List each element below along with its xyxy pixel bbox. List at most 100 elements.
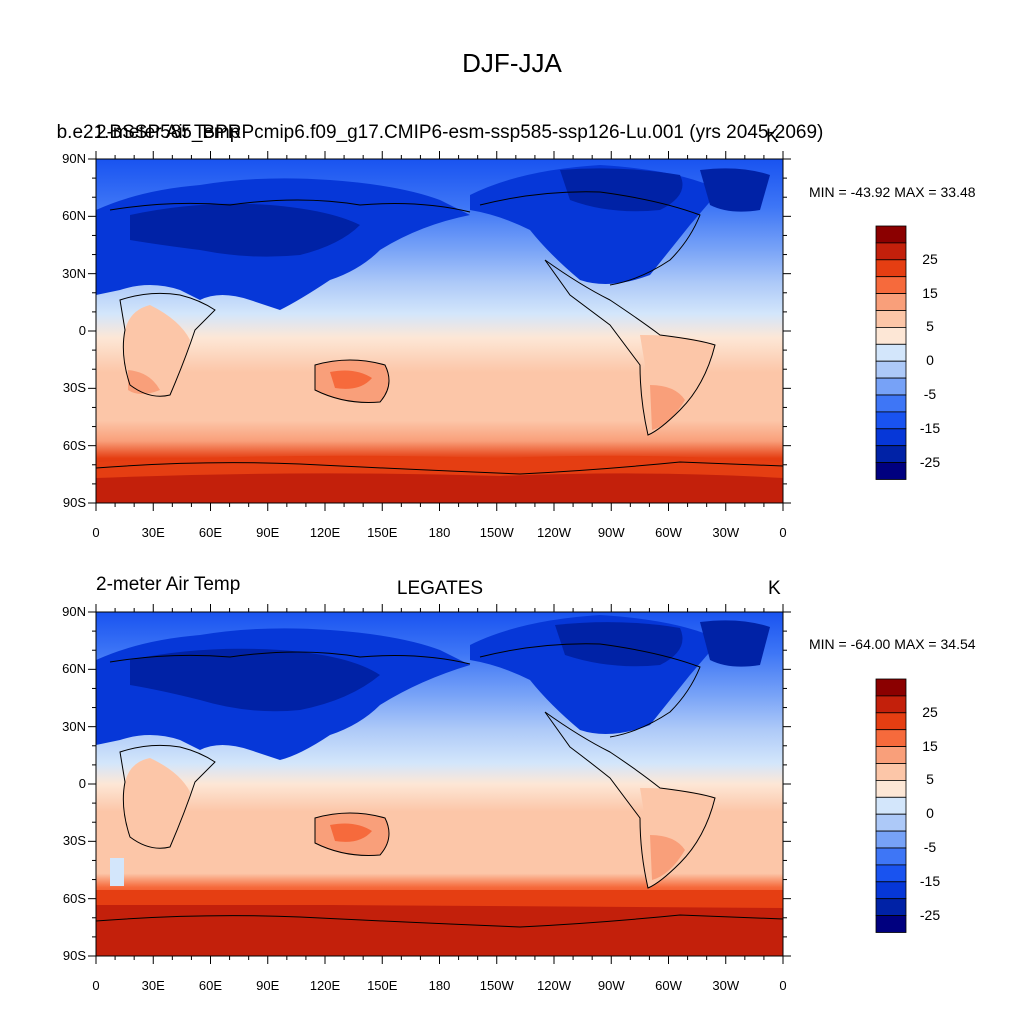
colorbar-swatch	[875, 326, 907, 345]
colorbar-label: -5	[923, 839, 937, 855]
map-bottom	[96, 612, 783, 956]
colorbar-swatch	[875, 293, 907, 311]
lon-tick-label: 0	[779, 525, 787, 540]
colorbar-label: -15	[919, 419, 941, 436]
colorbar-swatch	[875, 678, 907, 697]
lon-tick-label: 60E	[198, 525, 223, 540]
colorbar-label: -15	[919, 872, 941, 889]
lat-tick-label: 30N	[62, 265, 86, 281]
lat-tick-label: 30S	[62, 380, 86, 396]
bottom-minmax: MIN = -64.00 MAX = 34.54	[809, 636, 976, 652]
lat-tick-label: 60N	[62, 661, 86, 677]
colorbar-swatch	[875, 445, 907, 464]
lon-tick-label: 90E	[256, 525, 280, 540]
lon-tick-label: 60W	[655, 978, 682, 993]
lon-tick-label: 30E	[141, 525, 165, 540]
colorbar-swatch	[875, 746, 907, 764]
top-left-label: 2-meter Air Temp	[96, 122, 241, 143]
colorbar-swatch	[875, 695, 907, 714]
colorbar-swatch	[875, 780, 907, 798]
colorbar-swatch	[875, 898, 907, 917]
top-right-label: K	[766, 126, 779, 147]
colorbar-label: 5	[926, 771, 934, 788]
colorbar-label: 25	[922, 250, 938, 267]
lat-tick-label: 30N	[62, 718, 86, 734]
colorbar-label: 5	[926, 318, 934, 335]
lon-tick-label: 120E	[309, 525, 341, 540]
colorbar-bottom	[875, 678, 907, 933]
map-top	[96, 159, 783, 503]
colorbar-swatch	[875, 259, 907, 278]
colorbar-swatch	[875, 377, 907, 396]
colorbar-swatch	[875, 411, 907, 430]
colorbar-label: 0	[926, 352, 934, 369]
lat-tick-label: 90S	[62, 495, 86, 510]
lon-tick-label: 180	[428, 978, 451, 993]
lon-tick-label: 30W	[712, 978, 740, 993]
colorbar-swatch	[875, 712, 907, 731]
top-center-label: b.e21.BSSP585_BPRPcmip6.f09_g17.CMIP6-es…	[56, 122, 824, 143]
colorbar-swatch	[875, 360, 907, 379]
lon-tick-label: 120E	[309, 978, 341, 993]
main-title: DJF-JJA	[462, 48, 562, 78]
colorbar-label: -5	[923, 386, 937, 402]
colorbar-swatch	[875, 729, 907, 748]
lon-tick-label: 90E	[256, 978, 280, 993]
lon-tick-label: 30W	[712, 525, 740, 540]
lon-tick-label: 120W	[537, 978, 571, 993]
colorbar-swatch	[875, 225, 907, 244]
colorbar-label: -25	[919, 453, 941, 470]
lat-tick-label: 90S	[62, 948, 86, 963]
lon-tick-label: 150E	[367, 978, 398, 993]
colorbar-label: 0	[926, 805, 934, 822]
lon-tick-label: 150W	[479, 525, 514, 540]
lon-tick-label: 180	[428, 525, 451, 540]
lon-tick-label: 30E	[141, 978, 165, 993]
colorbar-swatch	[875, 343, 907, 362]
lat-tick-label: 60S	[62, 437, 86, 453]
colorbar-swatch	[875, 242, 907, 261]
lat-tick-label: 90N	[62, 604, 86, 619]
colorbar-label: 25	[922, 703, 938, 720]
colorbar-swatch	[875, 813, 907, 832]
lat-tick-label: 0	[78, 776, 86, 791]
colorbar-swatch	[875, 763, 907, 781]
lon-tick-label: 60W	[655, 525, 682, 540]
lon-tick-label: 150E	[367, 525, 398, 540]
lat-tick-label: 90N	[62, 151, 86, 166]
lon-tick-label: 60E	[198, 978, 223, 993]
colorbar-swatch	[875, 310, 907, 328]
colorbar-swatch	[875, 847, 907, 866]
colorbar-top	[875, 225, 907, 480]
top-minmax: MIN = -43.92 MAX = 33.48	[809, 184, 976, 200]
colorbar-label: 15	[922, 284, 938, 301]
lon-tick-label: 90W	[597, 525, 625, 540]
colorbar-swatch	[875, 881, 907, 900]
colorbar-swatch	[875, 796, 907, 815]
lon-tick-label: 0	[92, 978, 100, 993]
colorbar-swatch	[875, 864, 907, 883]
lat-tick-label: 0	[78, 323, 86, 338]
bottom-left-label: 2-meter Air Temp	[96, 574, 241, 595]
colorbar-swatch	[875, 830, 907, 849]
lon-tick-label: 0	[92, 525, 100, 540]
lon-tick-label: 120W	[537, 525, 571, 540]
map-top-ticks	[88, 151, 791, 511]
lat-tick-label: 30S	[62, 833, 86, 849]
colorbar-label: -25	[919, 906, 941, 923]
lat-tick-label: 60S	[62, 890, 86, 906]
lon-tick-label: 90W	[597, 978, 625, 993]
map-bottom-ticks	[88, 604, 791, 964]
lon-tick-label: 150W	[479, 978, 514, 993]
lon-tick-label: 0	[779, 978, 787, 993]
bottom-center-label: LEGATES	[396, 578, 484, 599]
lat-tick-label: 60N	[62, 208, 86, 224]
bottom-right-label: K	[768, 578, 781, 599]
colorbar-swatch	[875, 394, 907, 413]
colorbar-swatch	[875, 276, 907, 295]
colorbar-label: 15	[922, 737, 938, 754]
colorbar-swatch	[875, 428, 907, 447]
colorbar-swatch	[875, 915, 907, 933]
colorbar-swatch	[875, 462, 907, 480]
